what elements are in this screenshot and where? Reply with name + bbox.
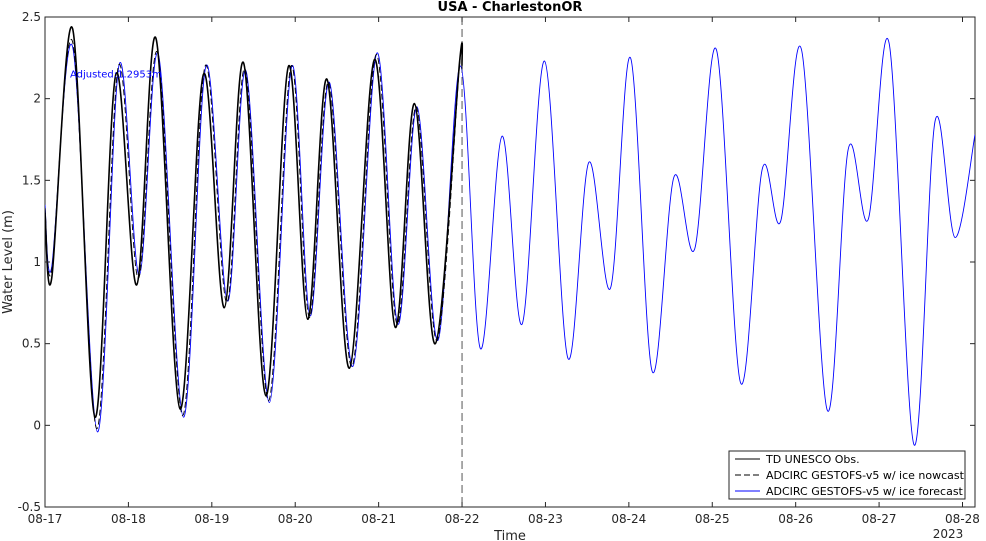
year-label: 2023	[933, 527, 964, 541]
x-tick-label: 08-25	[695, 512, 730, 526]
x-axis-label: Time	[493, 529, 526, 541]
legend-label: ADCIRC GESTOFS-v5 w/ ice forecast	[766, 485, 964, 498]
legend: TD UNESCO Obs. ADCIRC GESTOFS-v5 w/ ice n…	[728, 450, 966, 500]
x-tick-label: 08-19	[194, 512, 229, 526]
series-line	[45, 38, 975, 446]
series-lines	[45, 26, 975, 446]
y-tick-label: 1.5	[22, 173, 41, 187]
x-tick-label: 08-23	[528, 512, 563, 526]
x-tick-label: 08-26	[778, 512, 813, 526]
x-tick-label: 08-21	[361, 512, 396, 526]
chart-title: USA - CharlestonOR	[438, 0, 583, 15]
legend-box	[728, 450, 966, 500]
plot-area	[45, 17, 975, 507]
x-tick-label: 08-24	[611, 512, 646, 526]
x-tick-label: 08-20	[278, 512, 313, 526]
x-tick-label: 08-22	[445, 512, 480, 526]
y-axis-ticks: -0.5 0 0.5 1 1.5 2 2.5	[18, 10, 975, 514]
y-tick-label: 0.5	[22, 337, 41, 351]
adjusted-annotation: Adjusted:1.2953m	[70, 69, 162, 80]
x-tick-label: 08-27	[862, 512, 897, 526]
y-axis-label: Water Level (m)	[1, 210, 16, 314]
y-tick-label: 0	[33, 418, 41, 432]
x-tick-label: 08-17	[28, 512, 63, 526]
y-tick-label: 1	[33, 255, 41, 269]
legend-label: ADCIRC GESTOFS-v5 w/ ice nowcast	[766, 469, 965, 482]
x-tick-label: 08-28	[945, 512, 980, 526]
x-axis-ticks: 08-17 08-18 08-19 08-20 08-21 08-22 08-23 08-24…	[28, 17, 980, 526]
series-line	[45, 26, 464, 419]
legend-label: TD UNESCO Obs.	[765, 453, 860, 466]
y-tick-label: -0.5	[18, 500, 41, 514]
y-tick-label: 2.5	[22, 10, 41, 24]
y-tick-label: 2	[33, 92, 41, 106]
plot-frame	[44, 16, 976, 508]
x-tick-label: 08-18	[111, 512, 146, 526]
